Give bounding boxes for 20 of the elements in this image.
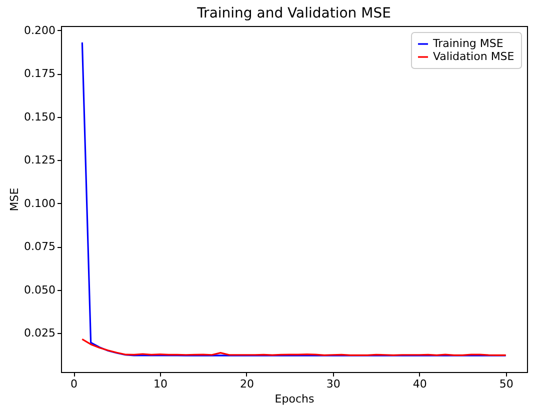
y-tick-label: 0.050 bbox=[24, 283, 56, 296]
x-tick-label: 10 bbox=[153, 378, 168, 390]
y-tick-label: 0.150 bbox=[24, 110, 56, 124]
y-tick-label: 0.175 bbox=[24, 67, 56, 80]
y-tick-label: 0.025 bbox=[24, 326, 56, 340]
line-series bbox=[81, 338, 507, 356]
y-tick-label: 0.200 bbox=[24, 24, 56, 37]
x-axis-title: Epochs bbox=[274, 392, 314, 406]
x-tick-label: 40 bbox=[412, 378, 427, 390]
x-tick-label: 30 bbox=[326, 378, 340, 390]
y-tick-label: 0.100 bbox=[24, 196, 56, 210]
y-tick-label: 0.075 bbox=[24, 240, 56, 254]
legend-label: Training MSE bbox=[432, 37, 504, 50]
legend-label: Validation MSE bbox=[433, 50, 514, 63]
chart-title: Training and Validation MSE bbox=[196, 5, 391, 22]
y-tick-label: 0.125 bbox=[24, 154, 56, 167]
x-tick-label: 50 bbox=[499, 378, 514, 390]
x-tick-label: 0 bbox=[70, 378, 78, 390]
y-axis-title: MSE bbox=[8, 188, 22, 212]
x-tick-label: 20 bbox=[240, 378, 254, 390]
